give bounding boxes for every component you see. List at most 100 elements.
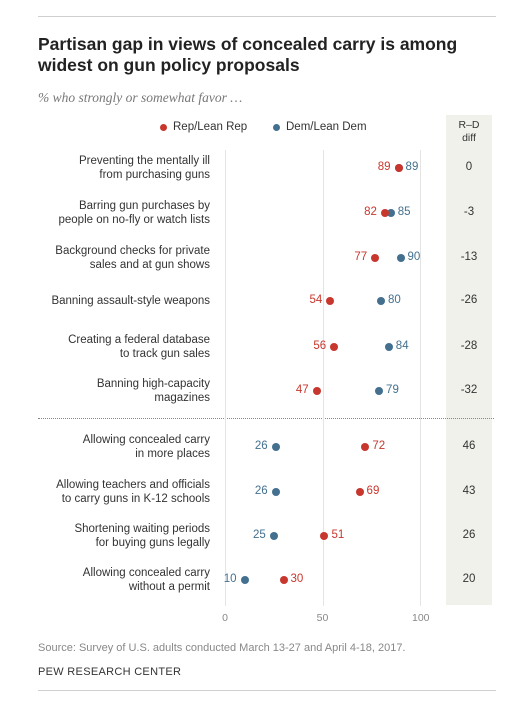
x-tick-label: 100 xyxy=(412,612,430,624)
row-label: Preventing the mentally ill from purchasi… xyxy=(79,154,210,182)
row-label: Shortening waiting periods for buying gun… xyxy=(74,522,210,550)
dem-value-label: 26 xyxy=(254,485,268,497)
row-label-line: magazines xyxy=(154,392,210,404)
row-label-line: Allowing teachers and officials xyxy=(56,479,210,491)
row-label: Barring gun purchases by people on no-fly… xyxy=(59,199,211,227)
row-label-line: Banning assault-style weapons xyxy=(51,295,210,307)
group-divider xyxy=(38,418,494,419)
rep-dot xyxy=(320,532,329,540)
rep-value-label: 54 xyxy=(309,294,323,306)
dem-value-label: 10 xyxy=(223,573,237,585)
x-gridline xyxy=(225,150,226,606)
row-label-line: Barring gun purchases by xyxy=(78,200,210,212)
dem-dot xyxy=(384,343,393,351)
row-label: Background checks for private sales and a… xyxy=(55,244,210,272)
row-label: Allowing teachers and officials to carry … xyxy=(56,478,210,506)
source-note: Source: Survey of U.S. adults conducted … xyxy=(38,642,406,654)
diff-column-header: R–D diff xyxy=(446,119,492,145)
row-label-line: sales and at gun shows xyxy=(89,259,210,271)
rep-value-label: 69 xyxy=(366,485,380,497)
top-rule xyxy=(38,16,496,17)
row-label: Allowing concealed carry in more places xyxy=(83,433,210,461)
diff-value: 26 xyxy=(462,529,476,541)
row-label: Creating a federal database to track gun … xyxy=(68,333,210,361)
dem-legend-dot xyxy=(273,123,280,131)
rep-dot xyxy=(394,164,403,172)
x-tick-label: 50 xyxy=(316,612,329,624)
row-label-line: to carry guns in K-12 schools xyxy=(61,493,210,505)
row-label-line: for buying guns legally xyxy=(95,537,210,549)
dem-legend-label: Dem/Lean Dem xyxy=(286,121,367,133)
diff-value: -28 xyxy=(460,340,478,352)
rep-dot xyxy=(371,254,380,262)
row-label: Banning high-capacity magazines xyxy=(97,377,210,405)
rep-value-label: 30 xyxy=(290,573,304,585)
rep-value-label: 82 xyxy=(364,206,377,218)
rep-dot xyxy=(355,488,364,496)
x-gridline xyxy=(322,150,324,606)
row-label-line: from purchasing guns xyxy=(99,169,210,181)
diff-column-background xyxy=(446,115,492,605)
row-label: Banning assault-style weapons xyxy=(51,294,210,308)
rep-dot xyxy=(380,209,389,217)
row-label-line: Allowing concealed carry xyxy=(82,434,210,446)
rep-legend-label: Rep/Lean Rep xyxy=(173,121,248,133)
row-label-line: Shortening waiting periods xyxy=(74,523,210,535)
diff-header-line2: diff xyxy=(462,132,476,144)
rep-value-label: 56 xyxy=(313,340,327,352)
dem-dot xyxy=(269,532,278,540)
x-gridline xyxy=(420,150,421,606)
legend-rep: Rep/Lean Rep xyxy=(160,121,247,133)
rep-value-label: 51 xyxy=(331,529,345,541)
rep-dot xyxy=(361,443,370,451)
row-label-line: Allowing concealed carry xyxy=(82,567,210,579)
row-label-line: Background checks for private xyxy=(55,245,210,257)
dem-dot xyxy=(375,387,384,395)
rep-legend-dot xyxy=(160,123,167,131)
diff-value: -13 xyxy=(460,251,478,263)
diff-value: 20 xyxy=(462,573,476,585)
dem-value-label: 84 xyxy=(395,340,409,352)
diff-value: 0 xyxy=(465,161,473,173)
row-label-line: Banning high-capacity xyxy=(96,378,210,390)
diff-value: 43 xyxy=(462,485,476,497)
organization-name: PEW RESEARCH CENTER xyxy=(38,666,182,678)
row-label-line: without a permit xyxy=(128,581,210,593)
row-label-line: Preventing the mentally ill xyxy=(78,155,210,167)
chart-subtitle: % who strongly or somewhat favor … xyxy=(38,90,243,105)
rep-value-label: 77 xyxy=(354,251,368,263)
dem-value-label: 85 xyxy=(397,206,411,218)
dem-dot xyxy=(271,443,280,451)
rep-value-label: 47 xyxy=(295,384,309,396)
row-label-line: in more places xyxy=(135,448,210,460)
diff-value: -3 xyxy=(463,206,475,218)
x-tick-label: 0 xyxy=(222,612,228,624)
rep-value-label: 89 xyxy=(377,161,391,173)
dem-dot xyxy=(240,576,249,584)
diff-header-line1: R–D xyxy=(458,119,480,131)
diff-value: -26 xyxy=(460,294,478,306)
legend-dem: Dem/Lean Dem xyxy=(273,121,367,133)
row-label-line: people on no-fly or watch lists xyxy=(58,214,211,226)
dem-value-label: 89 xyxy=(405,161,419,173)
rep-dot xyxy=(330,343,339,351)
dem-value-label: 90 xyxy=(407,251,421,263)
dem-value-label: 26 xyxy=(254,440,268,452)
dem-dot xyxy=(396,254,405,262)
dem-value-label: 25 xyxy=(252,529,266,541)
rep-dot xyxy=(312,387,321,395)
rep-value-label: 72 xyxy=(372,440,386,452)
diff-value: 46 xyxy=(462,440,476,452)
dem-dot xyxy=(386,209,395,217)
rep-dot xyxy=(279,576,288,584)
dem-value-label: 79 xyxy=(386,384,399,396)
dem-dot xyxy=(377,297,385,305)
dem-value-label: 80 xyxy=(388,294,401,306)
row-label: Allowing concealed carry without a permit xyxy=(83,566,210,594)
row-label-line: to track gun sales xyxy=(119,348,210,360)
chart-title: Partisan gap in views of concealed carry… xyxy=(38,34,458,75)
dem-dot xyxy=(271,488,280,496)
rep-dot xyxy=(326,297,335,305)
row-label-line: Creating a federal database xyxy=(68,334,210,346)
diff-value: -32 xyxy=(460,384,478,396)
